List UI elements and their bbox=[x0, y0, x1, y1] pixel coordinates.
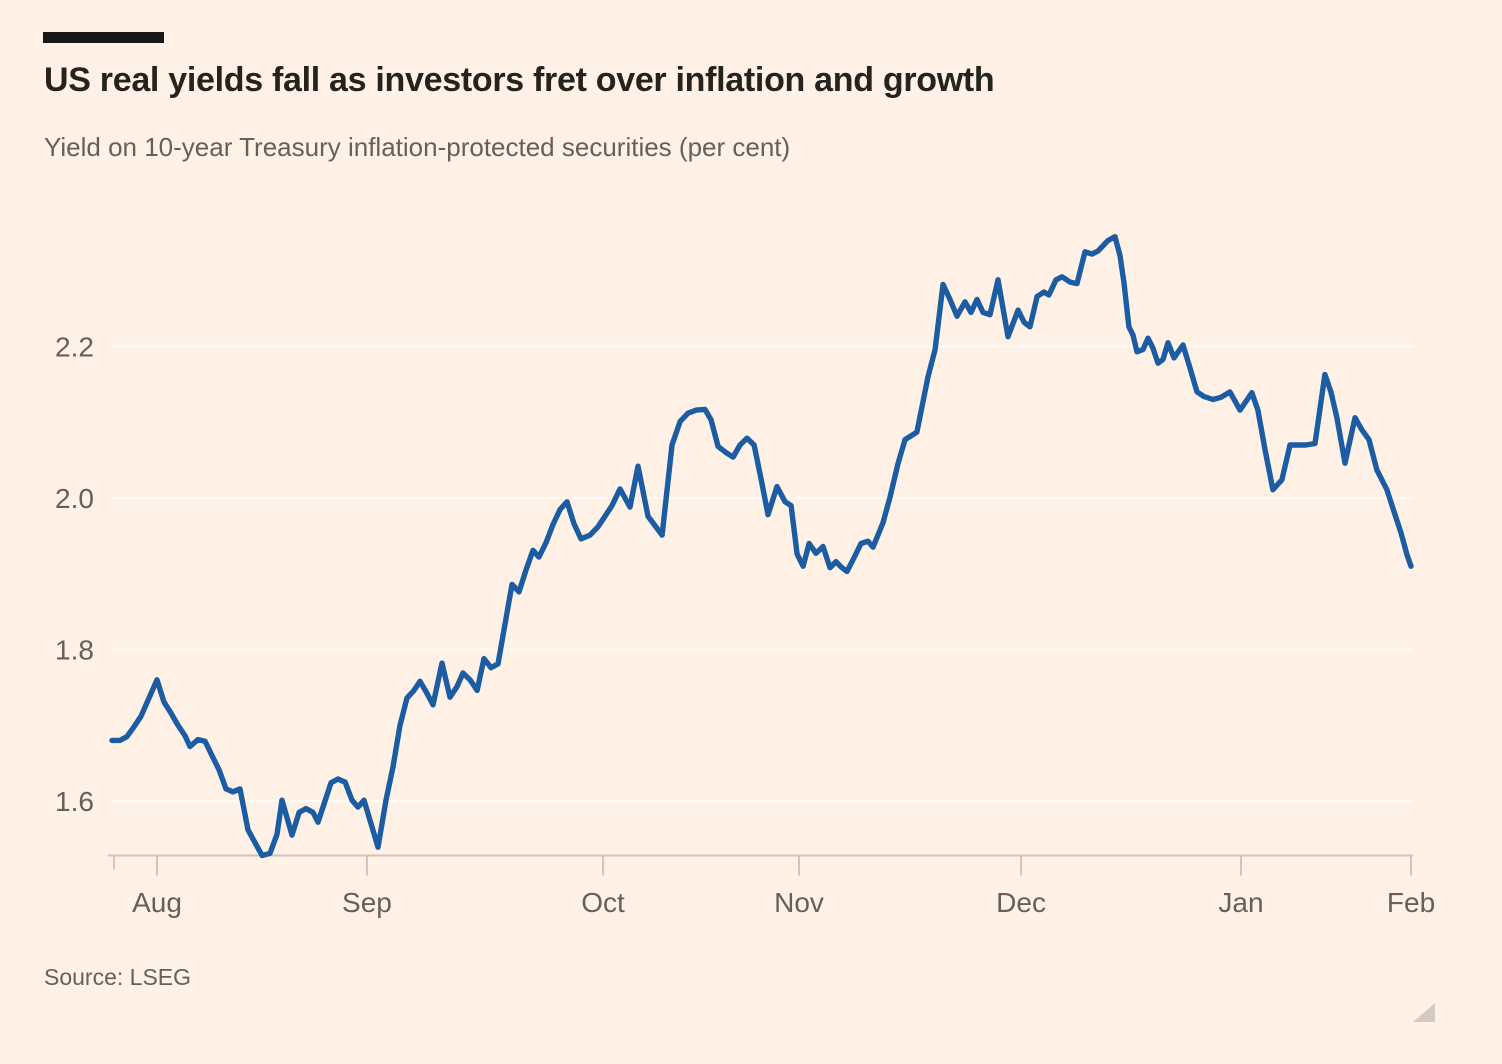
source-note: Source: LSEG bbox=[44, 964, 192, 990]
x-tick-label: Jan bbox=[1218, 887, 1263, 918]
chart-title: US real yields fall as investors fret ov… bbox=[44, 61, 995, 99]
x-tick-label: Nov bbox=[774, 887, 824, 918]
x-tick-label: Oct bbox=[581, 887, 625, 918]
x-tick-label: Dec bbox=[996, 887, 1046, 918]
kicker-bar bbox=[43, 32, 164, 43]
x-tick-label: Sep bbox=[342, 887, 392, 918]
x-tick-label: Feb bbox=[1387, 887, 1435, 918]
resize-handle-icon[interactable] bbox=[1411, 1001, 1437, 1025]
y-tick-label: 2.0 bbox=[55, 483, 94, 514]
y-tick-label: 1.6 bbox=[55, 786, 94, 817]
y-tick-label: 2.2 bbox=[55, 332, 94, 363]
yield-line-series bbox=[109, 233, 1414, 859]
y-tick-label: 1.8 bbox=[55, 635, 94, 666]
x-tick-label: Aug bbox=[132, 887, 182, 918]
chart-subtitle: Yield on 10-year Treasury inflation-prot… bbox=[44, 132, 791, 162]
